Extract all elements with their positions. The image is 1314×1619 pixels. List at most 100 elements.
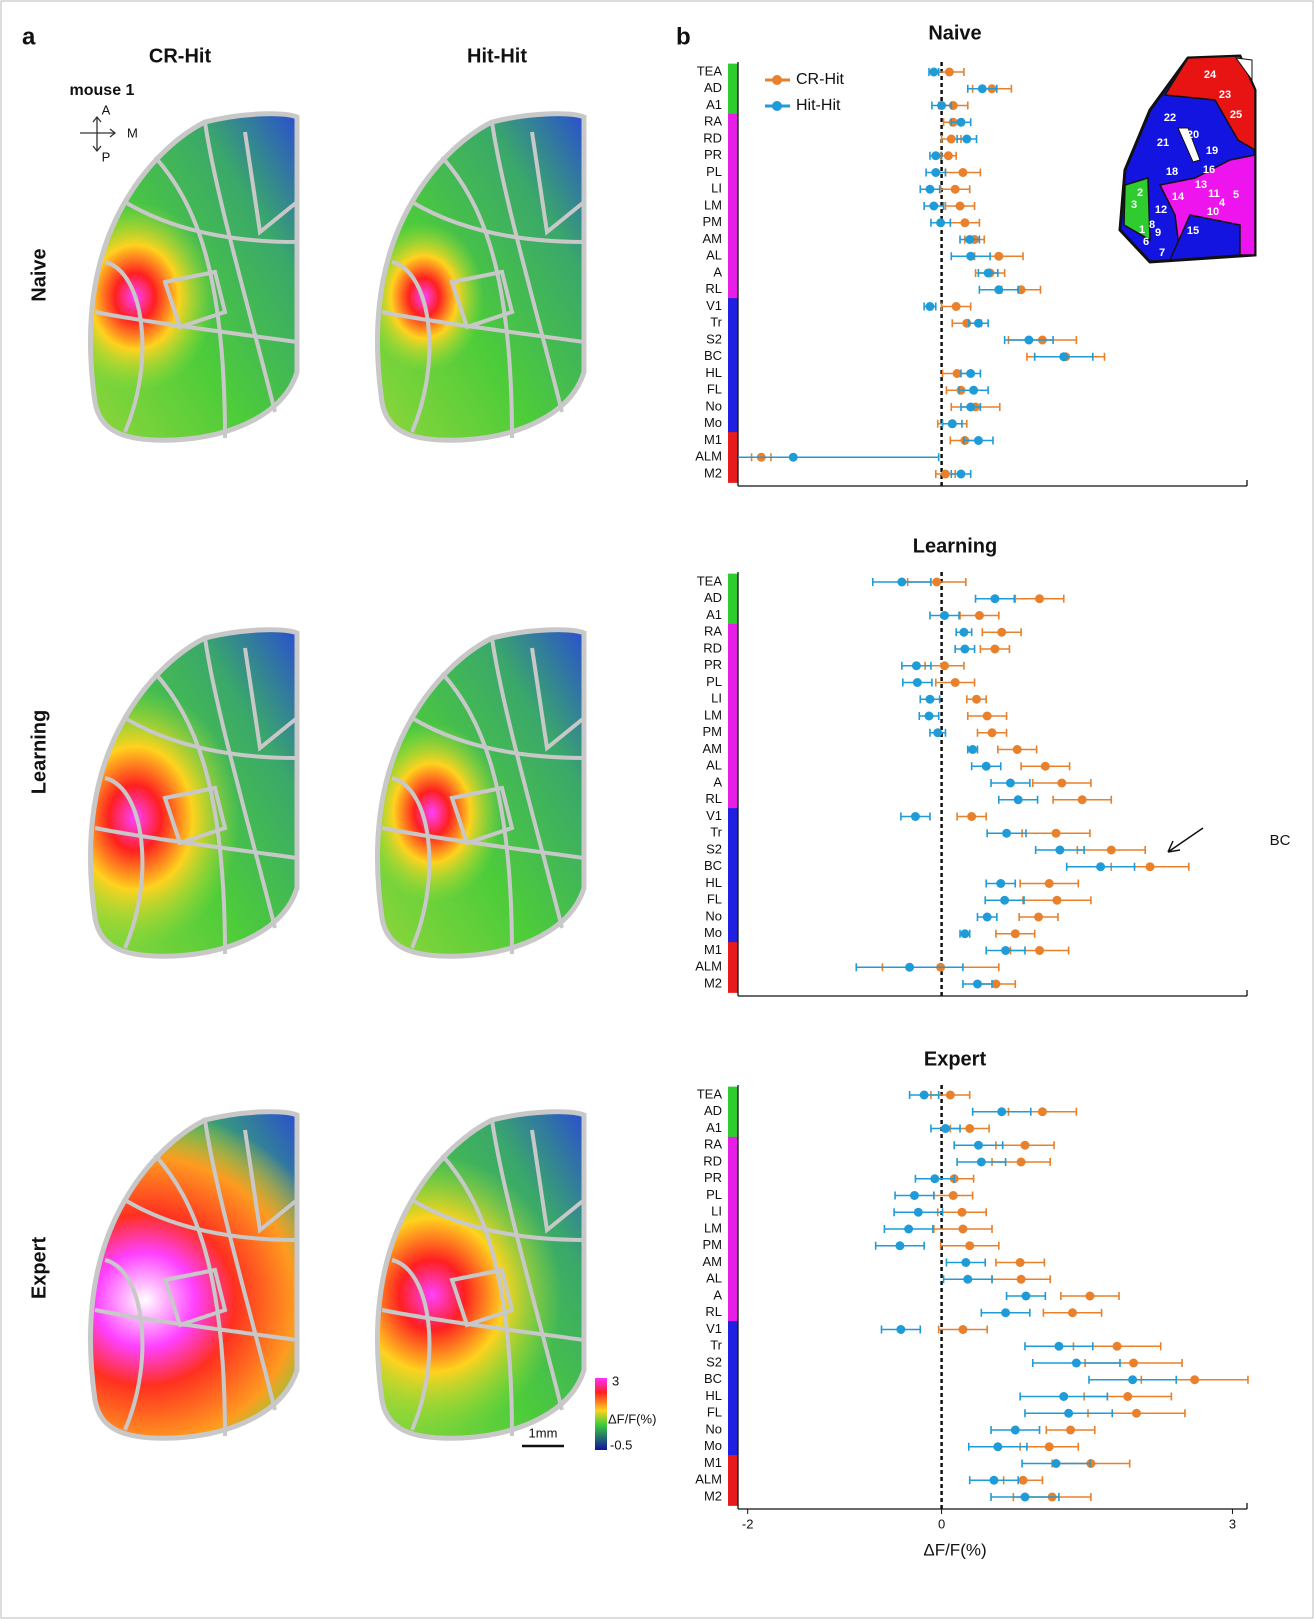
region-color (728, 415, 738, 432)
dot (912, 661, 921, 670)
category-label: A (713, 774, 722, 789)
inset-label: 6 (1143, 236, 1149, 248)
category-label: AD (704, 80, 722, 95)
inset-label: 5 (1233, 189, 1239, 201)
category-label: AL (706, 1271, 722, 1286)
category-label: LI (711, 1204, 722, 1219)
region-color (728, 741, 738, 758)
dot (997, 628, 1006, 637)
region-color (728, 942, 738, 959)
dot (974, 319, 983, 328)
region-color (728, 1087, 738, 1104)
dot (951, 678, 960, 687)
region-color (728, 574, 738, 591)
dot (1059, 352, 1068, 361)
category-label: A1 (706, 1120, 722, 1135)
dot (977, 1158, 986, 1167)
plot-area (876, 1091, 1248, 1502)
region-color (728, 1187, 738, 1204)
row-label: Learning (28, 710, 50, 794)
category-label: Tr (710, 1338, 722, 1353)
category-label: Mo (704, 415, 722, 430)
dot (1085, 1292, 1094, 1301)
region-color (728, 1271, 738, 1288)
dot (1190, 1375, 1199, 1384)
inset-label: 20 (1187, 129, 1199, 141)
category-label: No (705, 908, 722, 923)
inset-label: 1 (1139, 224, 1145, 236)
region-color (728, 607, 738, 624)
category-label: Tr (710, 825, 722, 840)
inset-label: 24 (1204, 69, 1217, 81)
inset-label: 10 (1207, 206, 1219, 218)
legend-label: Hit-Hit (796, 97, 841, 114)
panel-label: a (22, 23, 36, 50)
dot (920, 1091, 929, 1100)
region-color (728, 432, 738, 449)
category-label: No (705, 1421, 722, 1436)
dot (948, 419, 957, 428)
region-color (728, 131, 738, 148)
dot (956, 118, 965, 127)
dot (1059, 1392, 1068, 1401)
region-color (728, 164, 738, 181)
column-label: CR-Hit (149, 45, 212, 67)
region-color (728, 842, 738, 859)
x-tick-label: 3 (1229, 1516, 1236, 1531)
dot (1035, 946, 1044, 955)
region-color (728, 114, 738, 131)
region-color (728, 1355, 738, 1372)
dot (1132, 1409, 1141, 1418)
dot (937, 101, 946, 110)
inset-label: 21 (1157, 137, 1169, 149)
dot (1068, 1308, 1077, 1317)
dot (930, 1174, 939, 1183)
region-color (728, 1288, 738, 1305)
category-label: Mo (704, 1438, 722, 1453)
category-label: RL (705, 1304, 722, 1319)
category-label: LM (704, 707, 722, 722)
x-tick-label: 0 (938, 1516, 945, 1531)
dot (1021, 1292, 1030, 1301)
dot (974, 436, 983, 445)
region-color (728, 624, 738, 641)
dot (1035, 594, 1044, 603)
category-label: PM (703, 724, 723, 739)
dot (967, 812, 976, 821)
region-color (728, 808, 738, 825)
dot (946, 1091, 955, 1100)
region-color (728, 1388, 738, 1405)
dot (1017, 1158, 1026, 1167)
region-color (728, 791, 738, 808)
dot (1001, 1308, 1010, 1317)
dot (966, 369, 975, 378)
category-label: AM (703, 741, 723, 756)
scale-label: 1mm (529, 1425, 558, 1440)
category-label: RA (704, 624, 722, 639)
compass-label: P (102, 149, 111, 164)
region-color (728, 925, 738, 942)
map (30, 630, 297, 957)
category-label: V1 (706, 808, 722, 823)
dot (1146, 862, 1155, 871)
dot (978, 84, 987, 93)
region-color (728, 1137, 738, 1154)
dot (993, 1442, 1002, 1451)
category-label: S2 (706, 331, 722, 346)
dot (929, 202, 938, 211)
dot (949, 1191, 958, 1200)
dot (932, 578, 941, 587)
dot (1020, 1141, 1029, 1150)
region-color (728, 657, 738, 674)
dot (1045, 1442, 1054, 1451)
category-label: HL (705, 875, 722, 890)
dot (994, 285, 1003, 294)
dot (1129, 1359, 1138, 1368)
dot (952, 302, 961, 311)
category-label: RD (703, 130, 722, 145)
dot (1113, 1342, 1122, 1351)
dot (1066, 1426, 1075, 1435)
dot (1052, 829, 1061, 838)
dot (925, 695, 934, 704)
category-label: A1 (706, 607, 722, 622)
